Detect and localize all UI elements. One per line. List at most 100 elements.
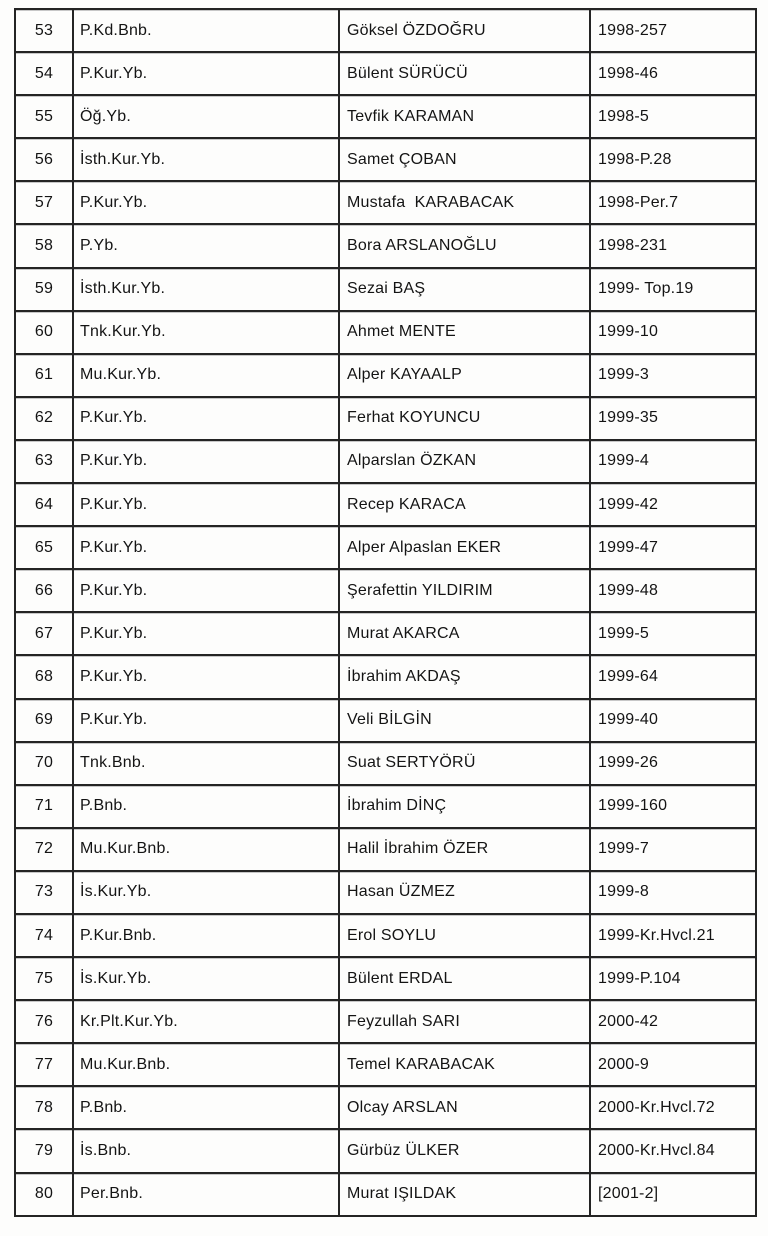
table-row: 59 İsth.Kur.Yb. Sezai BAŞ 1999- Top.19 <box>14 266 757 312</box>
code-cell: 2000-Kr.Hvcl.84 <box>589 1128 757 1174</box>
name-cell: Murat IŞILDAK <box>338 1171 591 1217</box>
row-number-cell: 54 <box>14 51 74 97</box>
rank-cell: Kr.Plt.Kur.Yb. <box>72 999 340 1045</box>
name-cell: Bora ARSLANOĞLU <box>338 223 591 269</box>
rank-cell: İs.Kur.Yb. <box>72 869 340 915</box>
rank-cell: Mu.Kur.Bnb. <box>72 1042 340 1088</box>
rank-cell: P.Kur.Yb. <box>72 654 340 700</box>
code-cell: 1999-7 <box>589 826 757 872</box>
name-cell: Gürbüz ÜLKER <box>338 1128 591 1174</box>
row-number-cell: 80 <box>14 1171 74 1217</box>
row-number-cell: 62 <box>14 395 74 441</box>
code-cell: 1999-10 <box>589 309 757 355</box>
row-number-cell: 79 <box>14 1128 74 1174</box>
roster-table-body: 53 P.Kd.Bnb. Göksel ÖZDOĞRU 1998-257 54 … <box>14 7 757 1217</box>
table-row: 74 P.Kur.Bnb. Erol SOYLU 1999-Kr.Hvcl.21 <box>14 912 757 959</box>
name-cell: Alper KAYAALP <box>338 352 591 398</box>
table-row: 61 Mu.Kur.Yb. Alper KAYAALP 1999-3 <box>14 352 757 398</box>
name-cell: Alparslan ÖZKAN <box>338 438 591 485</box>
rank-cell: Mu.Kur.Yb. <box>72 352 340 398</box>
table-row: 73 İs.Kur.Yb. Hasan ÜZMEZ 1999-8 <box>14 869 757 915</box>
table-row: 75 İs.Kur.Yb. Bülent ERDAL 1999-P.104 <box>14 956 757 1002</box>
name-cell: İbrahim DİNÇ <box>338 783 591 829</box>
code-cell: 1999-48 <box>589 568 757 614</box>
code-cell: [2001-2] <box>589 1171 757 1217</box>
name-cell: Sezai BAŞ <box>338 266 591 312</box>
name-cell: Samet ÇOBAN <box>338 137 591 183</box>
table-row: 60 Tnk.Kur.Yb. Ahmet MENTE 1999-10 <box>14 309 757 355</box>
row-number-cell: 60 <box>14 309 74 355</box>
code-cell: 1998-231 <box>589 223 757 269</box>
name-cell: Temel KARABACAK <box>338 1042 591 1088</box>
code-cell: 1999-40 <box>589 697 757 743</box>
name-cell: Feyzullah SARI <box>338 999 591 1045</box>
row-number-cell: 63 <box>14 438 74 485</box>
code-cell: 1999-5 <box>589 611 757 657</box>
name-cell: Alper Alpaslan EKER <box>338 525 591 571</box>
rank-cell: P.Kur.Yb. <box>72 611 340 657</box>
name-cell: Tevfik KARAMAN <box>338 94 591 140</box>
table-row: 78 P.Bnb. Olcay ARSLAN 2000-Kr.Hvcl.72 <box>14 1085 757 1131</box>
table-row: 53 P.Kd.Bnb. Göksel ÖZDOĞRU 1998-257 <box>14 7 757 54</box>
code-cell: 1998-Per.7 <box>589 180 757 226</box>
rank-cell: Tnk.Bnb. <box>72 740 340 786</box>
rank-cell: P.Bnb. <box>72 783 340 829</box>
code-cell: 2000-42 <box>589 999 757 1045</box>
row-number-cell: 58 <box>14 223 74 269</box>
table-row: 79 İs.Bnb. Gürbüz ÜLKER 2000-Kr.Hvcl.84 <box>14 1128 757 1174</box>
rank-cell: P.Kur.Yb. <box>72 180 340 226</box>
code-cell: 1999-42 <box>589 482 757 528</box>
code-cell: 1999-8 <box>589 869 757 915</box>
rank-cell: İs.Kur.Yb. <box>72 956 340 1002</box>
name-cell: Veli BİLGİN <box>338 697 591 743</box>
code-cell: 1999-26 <box>589 740 757 786</box>
name-cell: Halil İbrahim ÖZER <box>338 826 591 872</box>
rank-cell: P.Kur.Yb. <box>72 697 340 743</box>
table-row: 77 Mu.Kur.Bnb. Temel KARABACAK 2000-9 <box>14 1042 757 1088</box>
code-cell: 1999-P.104 <box>589 956 757 1002</box>
rank-cell: P.Kur.Bnb. <box>72 912 340 959</box>
table-row: 66 P.Kur.Yb. Şerafettin YILDIRIM 1999-48 <box>14 568 757 614</box>
table-row: 63 P.Kur.Yb. Alparslan ÖZKAN 1999-4 <box>14 438 757 485</box>
rank-cell: P.Yb. <box>72 223 340 269</box>
table-row: 68 P.Kur.Yb. İbrahim AKDAŞ 1999-64 <box>14 654 757 700</box>
code-cell: 2000-Kr.Hvcl.72 <box>589 1085 757 1131</box>
row-number-cell: 71 <box>14 783 74 829</box>
row-number-cell: 64 <box>14 482 74 528</box>
table-row: 54 P.Kur.Yb. Bülent SÜRÜCÜ 1998-46 <box>14 51 757 97</box>
name-cell: Erol SOYLU <box>338 912 591 959</box>
row-number-cell: 57 <box>14 180 74 226</box>
code-cell: 1999- Top.19 <box>589 266 757 312</box>
row-number-cell: 78 <box>14 1085 74 1131</box>
row-number-cell: 74 <box>14 912 74 959</box>
row-number-cell: 59 <box>14 266 74 312</box>
rank-cell: İs.Bnb. <box>72 1128 340 1174</box>
row-number-cell: 65 <box>14 525 74 571</box>
row-number-cell: 66 <box>14 568 74 614</box>
table-row: 69 P.Kur.Yb. Veli BİLGİN 1999-40 <box>14 697 757 743</box>
table-row: 58 P.Yb. Bora ARSLANOĞLU 1998-231 <box>14 223 757 269</box>
rank-cell: P.Kd.Bnb. <box>72 7 340 54</box>
row-number-cell: 77 <box>14 1042 74 1088</box>
name-cell: Ahmet MENTE <box>338 309 591 355</box>
name-cell: Bülent SÜRÜCÜ <box>338 51 591 97</box>
rank-cell: Tnk.Kur.Yb. <box>72 309 340 355</box>
table-row: 65 P.Kur.Yb. Alper Alpaslan EKER 1999-47 <box>14 525 757 571</box>
code-cell: 2000-9 <box>589 1042 757 1088</box>
name-cell: Şerafettin YILDIRIM <box>338 568 591 614</box>
code-cell: 1999-160 <box>589 783 757 829</box>
row-number-cell: 72 <box>14 826 74 872</box>
rank-cell: P.Kur.Yb. <box>72 568 340 614</box>
rank-cell: P.Kur.Yb. <box>72 51 340 97</box>
rank-cell: Per.Bnb. <box>72 1171 340 1217</box>
rank-cell: İsth.Kur.Yb. <box>72 137 340 183</box>
row-number-cell: 56 <box>14 137 74 183</box>
row-number-cell: 75 <box>14 956 74 1002</box>
table-row: 57 P.Kur.Yb. Mustafa KARABACAK 1998-Per.… <box>14 180 757 226</box>
table-row: 64 P.Kur.Yb. Recep KARACA 1999-42 <box>14 482 757 528</box>
table-row: 71 P.Bnb. İbrahim DİNÇ 1999-160 <box>14 783 757 829</box>
table-row: 70 Tnk.Bnb. Suat SERTYÖRÜ 1999-26 <box>14 740 757 786</box>
table-row: 67 P.Kur.Yb. Murat AKARCA 1999-5 <box>14 611 757 657</box>
code-cell: 1999-3 <box>589 352 757 398</box>
